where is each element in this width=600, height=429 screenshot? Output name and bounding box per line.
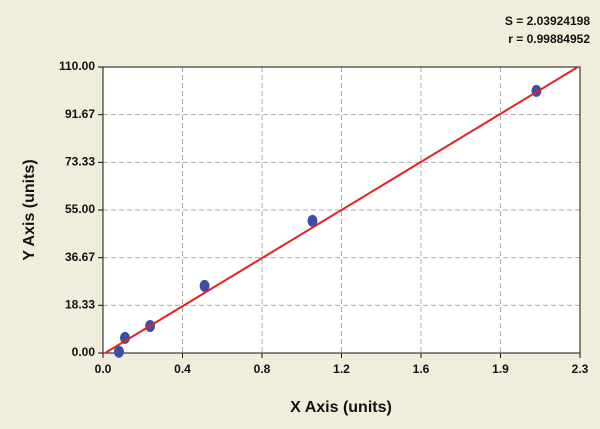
point xyxy=(307,214,318,227)
y-tick-label: 18.33 xyxy=(65,298,95,312)
y-tick-label: 73.33 xyxy=(65,155,95,169)
point xyxy=(119,331,130,344)
y-tick-label: 36.67 xyxy=(65,250,95,264)
x-tick-label: 1.9 xyxy=(492,362,509,376)
annotation: r = 0.99884952 xyxy=(508,32,590,46)
y-tick-label: 0.00 xyxy=(72,345,96,359)
x-tick-label: 0.0 xyxy=(95,362,112,376)
y-tick-label: 55.00 xyxy=(65,202,95,216)
point xyxy=(113,345,124,358)
y-tick-label: 91.67 xyxy=(65,107,95,121)
x-axis-label: X Axis (units) xyxy=(290,399,392,416)
annotation: S = 2.03924198 xyxy=(505,14,590,28)
plot-border xyxy=(102,66,581,354)
x-tick-label: 1.2 xyxy=(333,362,350,376)
x-tick-label: 0.4 xyxy=(174,362,191,376)
y-tick-label: 110.00 xyxy=(59,59,95,73)
x-tick-label: 2.3 xyxy=(572,362,589,376)
y-axis-label: Y Axis (units) xyxy=(21,159,38,260)
fit-line xyxy=(103,67,580,353)
x-tick-label: 1.6 xyxy=(413,362,430,376)
x-tick-label: 0.8 xyxy=(254,362,271,376)
point xyxy=(199,279,210,292)
